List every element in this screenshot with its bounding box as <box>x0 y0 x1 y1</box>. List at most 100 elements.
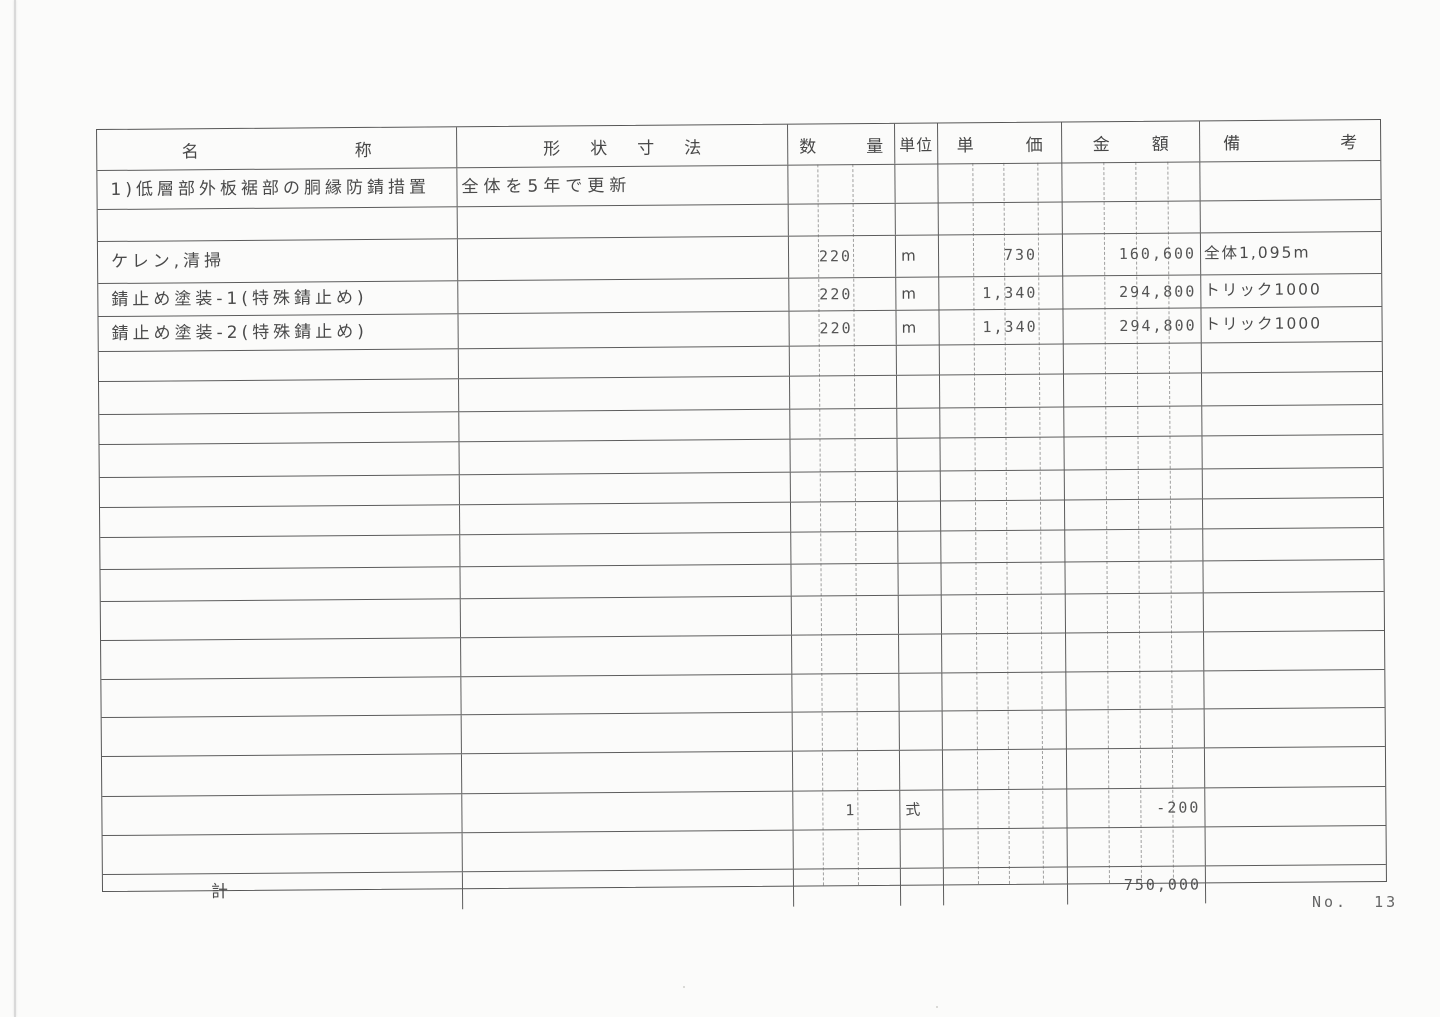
item-name-cell <box>99 442 460 478</box>
item-name-cell <box>101 677 462 718</box>
item-name-cell <box>100 599 462 641</box>
remarks-cell <box>1204 631 1384 670</box>
remarks-cell <box>1204 670 1384 708</box>
amount-cell <box>1065 593 1205 633</box>
amount-cell: 750,000 <box>1067 866 1207 905</box>
column-header-remarks-label: 備考 <box>1223 132 1358 154</box>
unit-price-cell <box>938 202 1063 235</box>
unit-price-cell <box>943 828 1068 868</box>
remarks-cell: トリック1000 <box>1204 280 1322 300</box>
item-name-cell: 錆止め塗装-2(特殊錆止め) <box>98 314 459 352</box>
quantity-cell <box>788 164 896 204</box>
unit-cell <box>899 711 943 750</box>
unit-price-cell <box>943 867 1069 906</box>
unit-cell <box>898 595 943 634</box>
quantity-cell: 220 <box>788 235 897 278</box>
spec-cell <box>457 236 790 281</box>
estimate-table: 名称 形状寸法 数量 単位 単価 金額 備考 1)低層部外板裾部の胴縁防錆措置全… <box>96 118 1387 913</box>
amount-cell <box>1063 373 1203 407</box>
unit-cell <box>897 501 942 531</box>
amount-cell: 294,800 <box>1063 275 1202 309</box>
remarks-cell <box>1205 708 1385 747</box>
quantity-cell <box>790 408 898 439</box>
unit-price-cell <box>941 562 1066 595</box>
item-name-cell <box>102 833 463 875</box>
unit-price-cell <box>940 437 1065 471</box>
quantity-cell: 220 <box>789 310 897 346</box>
unit-price-cell <box>938 163 1063 203</box>
spec-cell <box>459 409 791 442</box>
item-name-cell: 錆止め塗装-1(特殊錆止め) <box>98 281 459 317</box>
spec-cell <box>457 204 789 239</box>
item-name-cell <box>100 567 461 602</box>
quantity-cell <box>791 563 899 596</box>
unit-cell: m <box>896 310 940 345</box>
unit-price-cell <box>942 710 1067 750</box>
amount-cell: 294,800 <box>1063 308 1202 344</box>
remarks-cell <box>1203 528 1383 560</box>
item-name-cell <box>102 794 463 836</box>
amount-cell <box>1065 529 1204 562</box>
unit-cell <box>896 345 940 375</box>
unit-price-cell <box>940 500 1066 531</box>
spec-cell <box>459 439 791 475</box>
spec-cell <box>460 532 792 567</box>
item-name-cell: 計 <box>102 872 464 913</box>
remarks-cell: トリック1000 <box>1204 314 1323 334</box>
unit-price-cell <box>942 672 1067 711</box>
remarks-cell <box>1206 826 1386 865</box>
spec-cell <box>459 472 791 505</box>
unit-cell: 式 <box>900 790 944 829</box>
item-name-cell: 1)低層部外板裾部の胴縁防錆措置 <box>97 168 458 210</box>
unit-cell <box>899 634 943 673</box>
unit-cell <box>898 531 942 563</box>
spec-cell <box>458 376 791 412</box>
amount-cell <box>1064 406 1203 437</box>
quantity-cell <box>792 711 900 751</box>
unit-price-cell: 1,340 <box>939 309 1064 345</box>
quantity-cell <box>792 673 900 712</box>
quantity-cell <box>790 438 898 472</box>
quantity-cell: 1 <box>793 790 901 830</box>
unit-cell <box>897 408 941 438</box>
remarks-cell <box>1203 560 1383 592</box>
amount-cell <box>1064 499 1204 530</box>
unit-price-cell: 730 <box>938 234 1064 277</box>
column-header-spec: 形状寸法 <box>457 124 789 168</box>
table-body: 1)低層部外板裾部の胴縁防錆措置 全体を5年で更新 ケレン,清掃 220 m 730 160… <box>97 160 1386 913</box>
column-header-amount: 金額 <box>1062 121 1201 163</box>
unit-cell <box>895 164 939 203</box>
unit-cell: m <box>895 235 940 277</box>
spec-cell <box>462 869 795 910</box>
unit-price-cell <box>941 530 1066 563</box>
remarks-cell <box>1202 372 1382 405</box>
remarks-cell <box>1202 342 1382 372</box>
spec-cell <box>459 502 792 535</box>
quantity-cell <box>788 203 896 236</box>
quantity-cell: 220 <box>789 277 897 311</box>
quantity-cell <box>793 829 901 869</box>
spec-cell <box>461 751 794 794</box>
column-header-amount-label: 金額 <box>1092 134 1169 155</box>
item-name-cell <box>97 207 458 242</box>
column-header-unit-price-label: 単価 <box>956 135 1043 156</box>
page-number: No. 13 <box>1312 893 1399 911</box>
quantity-cell <box>791 595 900 635</box>
column-header-spec-label: 形状寸法 <box>543 137 702 160</box>
unit-price-cell <box>941 594 1067 634</box>
column-header-name: 名称 <box>97 127 458 171</box>
column-header-quantity: 数量 <box>788 123 896 165</box>
remarks-cell <box>1202 435 1382 468</box>
amount-cell <box>1064 469 1203 500</box>
column-header-quantity-label: 数量 <box>799 136 884 158</box>
unit-cell <box>899 750 944 790</box>
spec-cell <box>461 635 793 677</box>
unit-cell: m <box>896 277 940 310</box>
remarks-cell <box>1201 200 1381 232</box>
unit-cell <box>896 375 941 408</box>
quantity-cell <box>792 634 900 674</box>
unit-price-cell: 1,340 <box>939 276 1064 310</box>
unit-price-cell <box>942 633 1067 673</box>
item-name-cell <box>101 754 463 797</box>
quantity-cell <box>790 501 899 532</box>
